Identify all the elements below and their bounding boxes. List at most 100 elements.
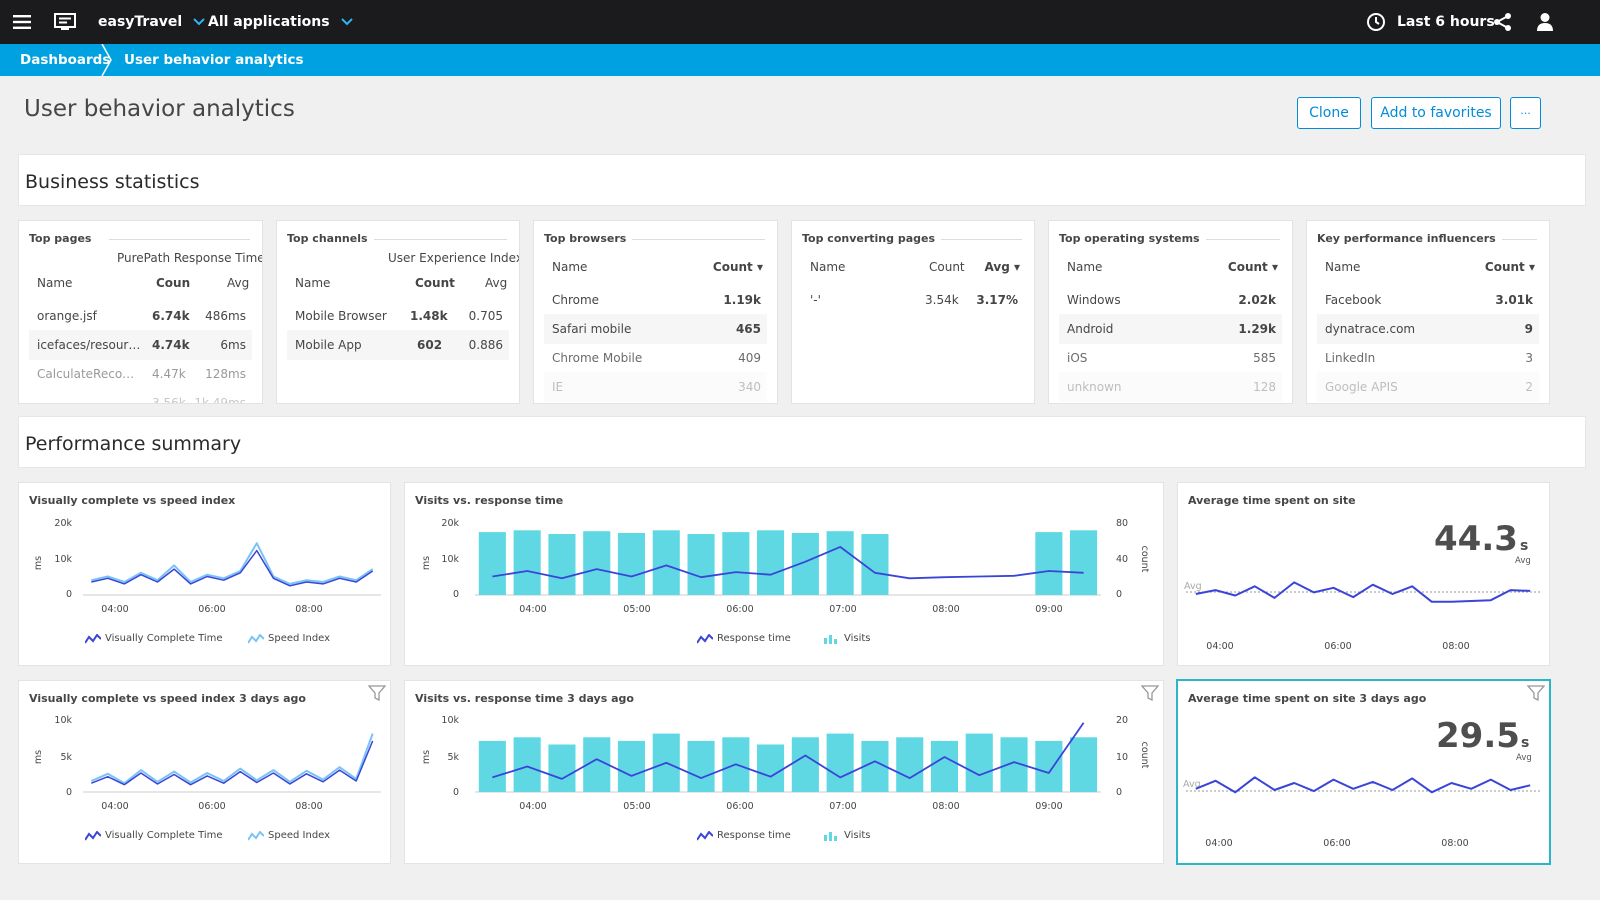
legend-item[interactable]: Response time [697, 633, 791, 644]
tile-title: Top browsers [544, 232, 633, 245]
table-row[interactable]: orange.jsf 6.74k 486ms [29, 301, 252, 331]
table-row[interactable]: … 3.56k 1k 49ms [29, 388, 252, 403]
visits-bar[interactable] [652, 530, 680, 596]
table-row[interactable]: Safari mobile 465 [544, 314, 767, 344]
column-header-count[interactable]: Count [929, 260, 965, 274]
table-row[interactable]: Chrome Mobile 409 [544, 343, 767, 373]
visits-bar[interactable] [757, 744, 785, 793]
visits-bar[interactable] [1035, 740, 1063, 792]
column-header-count[interactable]: Count [415, 276, 455, 290]
visits-bar[interactable] [930, 740, 958, 792]
key-performance-influencers-tile[interactable]: Key performance influencers Name Count ▾… [1306, 220, 1550, 404]
table-row[interactable]: Google APIS 2 [1317, 372, 1539, 402]
x-tick-label: 06:00 [198, 801, 225, 812]
column-header-avg[interactable]: Avg ▾ [984, 260, 1020, 274]
table-row[interactable]: CalculateReco… 4.47k 128ms [29, 359, 252, 389]
table-row[interactable]: '-' 3.54k 3.17% [802, 285, 1024, 315]
visits-bar[interactable] [826, 531, 854, 595]
column-header-name[interactable]: Name [1067, 260, 1103, 274]
clone-button[interactable]: Clone [1297, 97, 1361, 129]
row-name: Windows [1067, 293, 1121, 307]
row-name: Mobile App [295, 338, 362, 352]
top-browsers-tile[interactable]: Top browsers Name Count ▾ Chrome 1.19k Sa… [533, 220, 778, 404]
table-row[interactable]: iOS 585 [1059, 343, 1282, 373]
visits-vs-response-tile[interactable]: Visits vs. response time ms 20k 10k 0 80… [404, 482, 1164, 666]
table-row[interactable]: Facebook 3.01k [1317, 285, 1539, 315]
table-row[interactable]: Windows 2.02k [1059, 285, 1282, 315]
column-header-count[interactable]: Count ▾ [1227, 260, 1278, 274]
table-row[interactable]: Mobile App 602 0.886 [287, 330, 509, 360]
column-header-name[interactable]: Name [552, 260, 588, 274]
column-header-count[interactable]: Count ▾ [712, 260, 763, 274]
visits-bar[interactable] [548, 744, 576, 793]
filter-icon[interactable] [1527, 685, 1545, 701]
visits-bar[interactable] [1070, 530, 1098, 596]
legend-item[interactable]: Visits [824, 830, 871, 841]
visits-bar[interactable] [513, 530, 541, 596]
visits-bar[interactable] [617, 740, 645, 792]
more-options-button[interactable]: ··· [1510, 97, 1541, 129]
top-channels-tile[interactable]: Top channels User Experience Index Name … [276, 220, 520, 404]
filter-icon[interactable] [1141, 685, 1159, 701]
legend-item[interactable]: Response time [697, 830, 791, 841]
column-header-avg[interactable]: Avg [227, 276, 250, 290]
visits-bar[interactable] [791, 533, 819, 595]
visits-bar[interactable] [791, 737, 819, 793]
column-header-name[interactable]: Name [37, 276, 73, 290]
visits-bar[interactable] [896, 737, 924, 793]
legend-item[interactable]: Visits [824, 633, 871, 644]
timeframe-selector[interactable]: Last 6 hours [1366, 0, 1495, 44]
table-row[interactable]: icefaces/resour… 4.74k 6ms [29, 330, 252, 360]
visits-bar[interactable] [548, 534, 576, 595]
table-row[interactable]: Android 1.29k [1059, 314, 1282, 344]
breadcrumb-dashboards[interactable]: Dashboards [20, 52, 111, 68]
legend-item[interactable]: Speed Index [248, 830, 330, 841]
visits-bar[interactable] [617, 533, 645, 595]
visits-bar[interactable] [478, 740, 506, 792]
column-header-name[interactable]: Name [295, 276, 331, 290]
top-operating-systems-tile[interactable]: Top operating systems Name Count ▾ Windo… [1048, 220, 1293, 404]
visits-bar[interactable] [687, 740, 715, 792]
table-row[interactable]: Chrome 1.19k [544, 285, 767, 315]
visits-bar[interactable] [1035, 532, 1063, 595]
average-time-on-site-tile[interactable]: Average time spent on site 44.3 s Avg Av… [1177, 482, 1550, 666]
user-account-icon[interactable] [1536, 0, 1554, 44]
share-icon[interactable] [1493, 0, 1513, 44]
column-header-avg[interactable]: Avg [485, 276, 508, 290]
legend-item[interactable]: Speed Index [248, 633, 330, 644]
average-time-on-site-3-days-ago-tile[interactable]: Average time spent on site 3 days ago 29… [1176, 679, 1551, 865]
table-row[interactable]: Mobile Browser 1.48k 0.705 [287, 301, 509, 331]
visits-bar[interactable] [1070, 737, 1098, 793]
visits-bar[interactable] [513, 737, 541, 793]
legend-item[interactable]: Visually Complete Time [85, 830, 223, 841]
visits-bar[interactable] [965, 733, 993, 792]
visits-bar[interactable] [687, 534, 715, 595]
visits-bar[interactable] [583, 531, 611, 595]
legend-item[interactable]: Visually Complete Time [85, 633, 223, 644]
visits-bar[interactable] [757, 530, 785, 596]
visits-bar[interactable] [478, 532, 506, 595]
column-header-name[interactable]: Name [810, 260, 846, 274]
top-converting-pages-tile[interactable]: Top converting pages Name Count Avg ▾ '-… [791, 220, 1035, 404]
row-count: 602 [417, 338, 443, 352]
add-to-favorites-button[interactable]: Add to favorites [1371, 97, 1501, 129]
visually-complete-3-days-ago-tile[interactable]: Visually complete vs speed index 3 days … [18, 680, 391, 864]
column-header-count[interactable]: Coun [156, 276, 191, 290]
visits-bar[interactable] [826, 733, 854, 792]
table-row[interactable]: dynatrace.com 9 [1317, 314, 1539, 344]
application-selector[interactable]: All applications [208, 0, 353, 44]
visits-vs-response-3-days-ago-tile[interactable]: Visits vs. response time 3 days ago ms 1… [404, 680, 1164, 864]
table-row[interactable]: IE 340 [544, 372, 767, 402]
environment-selector[interactable]: easyTravel [98, 0, 205, 44]
top-pages-tile[interactable]: Top pages PurePath Response Time Name Co… [18, 220, 263, 404]
column-header-count[interactable]: Count ▾ [1484, 260, 1535, 274]
table-row[interactable]: unknown 128 [1059, 372, 1282, 402]
visits-bar[interactable] [861, 534, 889, 595]
visually-complete-tile[interactable]: Visually complete vs speed index ms 20k … [18, 482, 391, 666]
dashboard-monitor-icon[interactable] [54, 0, 76, 44]
column-header-name[interactable]: Name [1325, 260, 1361, 274]
table-row[interactable]: LinkedIn 3 [1317, 343, 1539, 373]
filter-icon[interactable] [368, 685, 386, 701]
hamburger-menu-icon[interactable] [13, 0, 31, 44]
visits-bar[interactable] [722, 532, 750, 595]
